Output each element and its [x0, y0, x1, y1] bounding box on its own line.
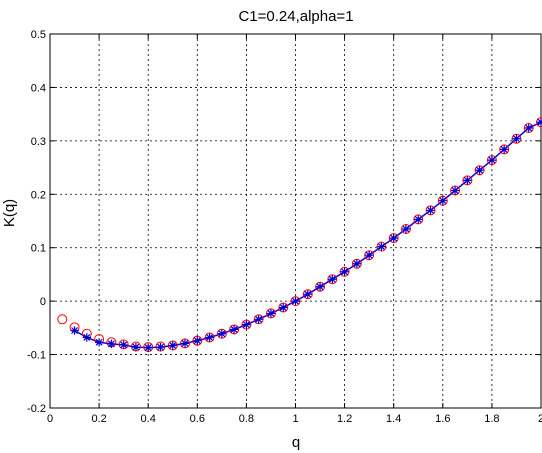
x-tick-label: 0 [47, 413, 53, 425]
circle-marker [278, 302, 289, 313]
x-axis-label: q [292, 434, 300, 451]
x-tick-label: 0.8 [239, 413, 254, 425]
star-marker [168, 341, 177, 350]
star-marker [352, 259, 362, 268]
x-tick-label: 0.4 [141, 413, 156, 425]
circle-marker [290, 296, 301, 307]
circle-marker [167, 340, 178, 351]
y-tick-label: -0.2 [27, 403, 46, 415]
data-layer [57, 117, 542, 353]
star-marker [144, 343, 153, 352]
star-marker [119, 340, 128, 350]
star-marker [131, 342, 141, 352]
star-marker [205, 333, 214, 342]
star-marker [328, 275, 337, 284]
circle-marker [474, 165, 485, 176]
chart-title: C1=0.24,alpha=1 [238, 8, 353, 25]
circle-marker [364, 250, 375, 261]
star-marker [524, 123, 533, 133]
star-marker [70, 326, 79, 335]
x-tick-label: 1 [292, 413, 298, 425]
star-marker [450, 186, 460, 195]
star-marker [315, 282, 325, 291]
circle-marker [351, 258, 362, 269]
star-marker [229, 325, 239, 334]
circle-marker [511, 133, 522, 144]
star-marker [414, 215, 423, 224]
y-tick-label: -0.1 [27, 350, 46, 362]
y-tick-label: 0.4 [31, 82, 46, 94]
star-marker [401, 224, 411, 234]
circle-marker [216, 328, 227, 339]
circle-marker [339, 266, 350, 277]
star-marker [107, 339, 116, 349]
circle-marker [536, 117, 542, 128]
circle-marker [425, 205, 436, 216]
x-tick-label: 2 [538, 413, 542, 425]
circle-marker [413, 214, 424, 225]
x-tick-label: 0.6 [190, 413, 205, 425]
star-marker [193, 336, 202, 345]
circle-marker [57, 314, 68, 325]
star-marker [82, 333, 92, 342]
y-tick-label: 0.1 [31, 243, 46, 255]
star-marker [156, 342, 165, 352]
circle-marker [229, 324, 240, 335]
star-marker [426, 206, 435, 215]
star-marker [180, 339, 190, 348]
star-marker [512, 134, 521, 143]
star-marker [377, 242, 386, 251]
star-marker [217, 329, 227, 338]
circle-marker [180, 338, 191, 349]
circle-marker [450, 185, 461, 196]
y-axis-label: K(q) [1, 199, 18, 227]
star-marker [94, 338, 104, 347]
circle-marker [437, 195, 448, 206]
circle-marker [302, 289, 313, 300]
star-marker [340, 267, 349, 276]
circle-marker [499, 144, 510, 155]
circle-marker [388, 233, 399, 244]
y-tick-label: 0.5 [31, 29, 46, 41]
y-tick-label: 0.2 [31, 189, 46, 201]
circle-marker [253, 314, 264, 325]
y-tick-label: 0.3 [31, 136, 46, 148]
star-marker [303, 289, 312, 299]
x-tick-label: 1.6 [435, 413, 450, 425]
star-marker [536, 117, 542, 127]
star-marker [242, 320, 251, 329]
star-marker [463, 176, 472, 185]
star-marker [254, 315, 263, 324]
star-marker [475, 166, 484, 175]
circle-marker [400, 224, 411, 235]
star-marker [487, 155, 497, 165]
circle-marker [192, 335, 203, 346]
star-marker [266, 309, 276, 318]
star-marker [438, 196, 447, 205]
circle-marker [204, 332, 215, 343]
circle-marker [523, 123, 534, 134]
circle-marker [315, 281, 326, 292]
star-marker [389, 233, 398, 243]
axis-ticks: 0 0.2 0.4 0.6 0.8 1 1.2 1.4 1.6 1.8 2 -0.2 -0.1 0 0.1 0… [27, 29, 542, 425]
circle-marker [265, 308, 276, 319]
x-tick-label: 1.4 [386, 413, 401, 425]
star-marker [279, 303, 288, 312]
circle-marker [376, 241, 387, 252]
circle-marker [486, 155, 497, 166]
x-tick-label: 1.2 [337, 413, 352, 425]
x-tick-label: 1.8 [484, 413, 499, 425]
circle-marker [241, 319, 252, 330]
y-tick-label: 0 [40, 296, 46, 308]
star-marker [499, 145, 509, 154]
star-marker [364, 250, 374, 260]
x-tick-label: 0.2 [91, 413, 106, 425]
circle-marker [327, 274, 338, 285]
star-marker [291, 296, 300, 306]
circle-marker [462, 175, 473, 186]
